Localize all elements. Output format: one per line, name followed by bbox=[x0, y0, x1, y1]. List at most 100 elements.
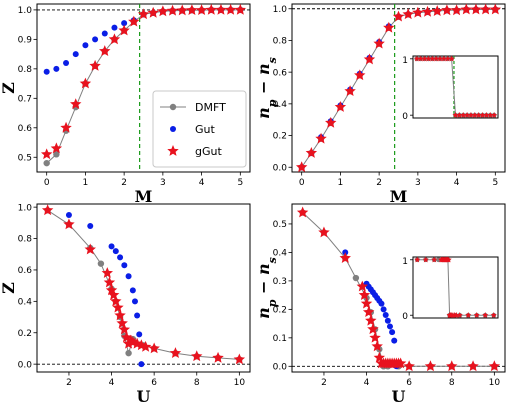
y-tick-label: 0.4 bbox=[18, 298, 33, 308]
main-gut-point bbox=[386, 323, 393, 330]
y-axis-label: np − ns bbox=[254, 257, 279, 319]
main-ggut-point bbox=[305, 146, 318, 158]
y-tick-label: 0.4 bbox=[273, 249, 288, 259]
inset-ggut-point bbox=[487, 111, 494, 118]
inset-ggut-point bbox=[464, 111, 471, 118]
main-ggut-point bbox=[460, 3, 472, 15]
inset-ggut-point bbox=[482, 312, 489, 318]
panel-z-vs-u: 2 4 6 8 10 0.0 0.2 0.4 0.6 0.8 1.0 U Z bbox=[0, 203, 251, 406]
inset-y-tick-label: 1 bbox=[402, 56, 408, 66]
main-ggut-point bbox=[488, 360, 501, 372]
y-axis-label: Z bbox=[0, 82, 18, 94]
main-ggut-point bbox=[114, 309, 126, 321]
y-axis-label-part: s bbox=[266, 57, 279, 63]
main-ggut-point bbox=[441, 4, 453, 16]
main-ggut-point bbox=[103, 276, 116, 288]
legend: DMFT Gut gGut bbox=[152, 90, 247, 168]
main-ggut-point bbox=[412, 6, 424, 18]
x-tick-label: 3 bbox=[415, 178, 421, 188]
main-ggut-point bbox=[99, 45, 111, 57]
main-ggut-point bbox=[421, 5, 434, 17]
main-gut-point bbox=[82, 42, 89, 49]
x-tick-label: 10 bbox=[489, 378, 501, 388]
inset-ggut-point bbox=[421, 55, 428, 62]
x-tick-label: 4 bbox=[109, 378, 115, 388]
x-tick-label: 2 bbox=[121, 178, 127, 188]
main-ggut-point bbox=[50, 142, 63, 154]
main-ggut-point bbox=[205, 3, 217, 15]
x-tick-label: 2 bbox=[321, 378, 327, 388]
main-ggut-point bbox=[354, 69, 366, 81]
inset-y-tick-label: 0 bbox=[402, 312, 408, 322]
legend-label-ggut: gGut bbox=[195, 145, 222, 158]
inset-plot: 10 bbox=[402, 55, 499, 122]
y-tick-label: 0.2 bbox=[18, 329, 32, 339]
main-gut-point bbox=[389, 329, 396, 336]
x-axis-label: U bbox=[392, 387, 406, 406]
main-ggut-point bbox=[365, 314, 377, 326]
main-ggut-point bbox=[369, 331, 381, 343]
main-gut-point bbox=[92, 36, 99, 43]
inset-ggut-point bbox=[460, 111, 467, 118]
x-tick-label: 4 bbox=[199, 178, 205, 188]
inset-y-tick-label: 1 bbox=[402, 257, 408, 267]
inset-frame bbox=[412, 256, 499, 319]
main-ggut-point bbox=[166, 4, 179, 16]
main-ggut-point bbox=[362, 306, 375, 318]
x-tick-label: 0 bbox=[44, 178, 50, 188]
main-ggut-point bbox=[339, 252, 351, 263]
y-tick-label: 0.2 bbox=[273, 132, 287, 142]
x-tick-label: 4 bbox=[454, 178, 460, 188]
inset-ggut-point bbox=[479, 111, 486, 118]
main-gut-point bbox=[63, 59, 70, 66]
main-dmft-point bbox=[97, 260, 105, 267]
inset-ggut-point bbox=[467, 111, 474, 118]
main-ggut-point bbox=[212, 351, 224, 363]
y-tick-label: 0.0 bbox=[273, 363, 288, 373]
main-ggut-point bbox=[446, 360, 458, 372]
main-ggut-point bbox=[489, 3, 502, 15]
main-ggut-point bbox=[479, 3, 492, 15]
main-ggut-point bbox=[118, 323, 131, 335]
main-ggut-point bbox=[40, 148, 53, 160]
main-ggut-point bbox=[383, 21, 395, 33]
main-ggut-point bbox=[60, 121, 72, 133]
main-ggut-point bbox=[358, 289, 371, 300]
main-ggut-point bbox=[356, 280, 368, 292]
main-gut-point bbox=[111, 24, 118, 31]
main-ggut-point bbox=[296, 206, 309, 218]
main-ggut-point bbox=[101, 267, 113, 278]
main-ggut-point bbox=[344, 85, 356, 97]
main-gut-point bbox=[131, 298, 138, 305]
inset-ggut-point bbox=[422, 256, 429, 263]
main-ggut-point bbox=[148, 342, 160, 354]
inset-ggut-point bbox=[444, 55, 451, 62]
x-tick-label: 5 bbox=[492, 178, 498, 188]
main-ggut-point bbox=[215, 3, 227, 15]
inset-ggut-point bbox=[453, 312, 460, 318]
y-axis-label-part: − n bbox=[254, 63, 273, 99]
y-tick-label: 0.5 bbox=[273, 220, 287, 230]
main-dmft-point bbox=[53, 151, 60, 158]
legend-label-gut: Gut bbox=[195, 123, 215, 136]
main-ggut-point bbox=[191, 350, 203, 362]
x-axis-label: M bbox=[135, 187, 153, 206]
x-tick-label: 2 bbox=[66, 378, 72, 388]
x-tick-label: 1 bbox=[83, 178, 89, 188]
x-tick-label: 6 bbox=[151, 378, 157, 388]
y-axis-label-part: p bbox=[266, 99, 279, 107]
main-ggut-point bbox=[70, 98, 82, 110]
main-ggut-point bbox=[112, 301, 124, 313]
y-tick-label: 0.4 bbox=[273, 100, 288, 110]
y-axis-label-part: n bbox=[254, 107, 273, 119]
y-tick-label: 1.0 bbox=[18, 6, 33, 16]
legend-gut-marker bbox=[170, 126, 176, 132]
main-dmft-point bbox=[43, 159, 50, 167]
main-gut-point bbox=[378, 300, 385, 307]
main-ggut-point bbox=[118, 24, 130, 36]
y-tick-label: 0.8 bbox=[273, 37, 288, 47]
main-ggut-point bbox=[233, 353, 246, 365]
main-ggut-point bbox=[108, 33, 121, 45]
inset-ggut-point bbox=[413, 55, 420, 62]
